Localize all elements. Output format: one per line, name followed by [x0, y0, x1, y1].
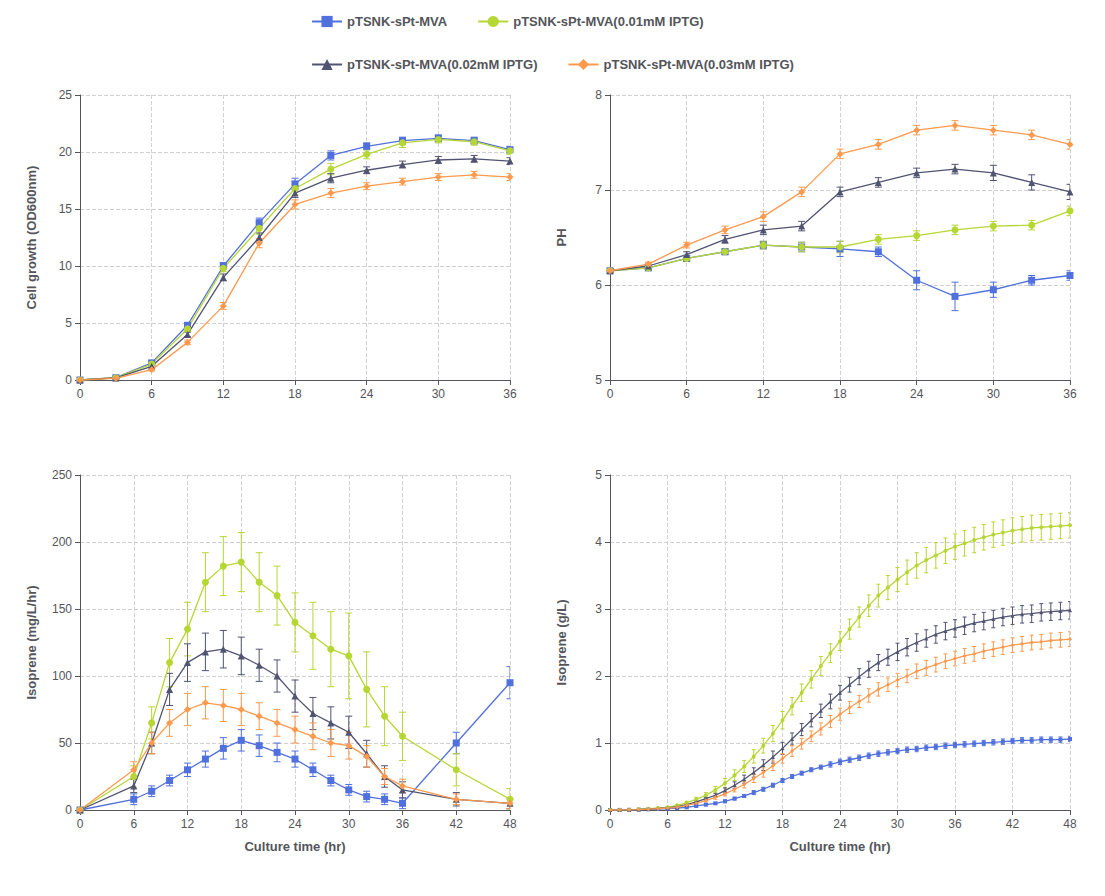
svg-text:Isoprene (mg/L/hr): Isoprene (mg/L/hr)	[24, 585, 39, 699]
svg-text:24: 24	[288, 817, 302, 831]
svg-text:6: 6	[683, 387, 690, 401]
svg-text:1: 1	[595, 736, 602, 750]
svg-text:Isoprene (g/L): Isoprene (g/L)	[554, 600, 569, 686]
svg-text:24: 24	[360, 387, 374, 401]
svg-text:24: 24	[833, 817, 847, 831]
svg-text:0: 0	[607, 817, 614, 831]
svg-text:48: 48	[1063, 817, 1077, 831]
svg-text:Cell growth (OD600nm): Cell growth (OD600nm)	[24, 166, 39, 310]
svg-text:150: 150	[52, 602, 72, 616]
svg-text:5: 5	[595, 373, 602, 387]
svg-text:12: 12	[181, 817, 195, 831]
svg-text:6: 6	[595, 278, 602, 292]
svg-text:Culture time (hr): Culture time (hr)	[244, 839, 345, 854]
svg-text:30: 30	[987, 387, 1001, 401]
svg-text:30: 30	[342, 817, 356, 831]
svg-text:6: 6	[130, 817, 137, 831]
svg-text:30: 30	[891, 817, 905, 831]
svg-text:pTSNK-sPt-MVA(0.02mM IPTG): pTSNK-sPt-MVA(0.02mM IPTG)	[347, 57, 537, 72]
svg-text:3: 3	[595, 602, 602, 616]
svg-text:12: 12	[757, 387, 771, 401]
svg-text:50: 50	[59, 736, 73, 750]
svg-text:200: 200	[52, 535, 72, 549]
svg-text:48: 48	[503, 817, 517, 831]
svg-text:0: 0	[595, 803, 602, 817]
svg-text:25: 25	[59, 88, 73, 102]
svg-text:6: 6	[664, 817, 671, 831]
svg-text:0: 0	[77, 387, 84, 401]
svg-text:18: 18	[776, 817, 790, 831]
svg-text:8: 8	[595, 88, 602, 102]
svg-text:36: 36	[1063, 387, 1077, 401]
svg-text:7: 7	[595, 183, 602, 197]
svg-text:2: 2	[595, 669, 602, 683]
svg-text:4: 4	[595, 535, 602, 549]
svg-text:42: 42	[450, 817, 464, 831]
svg-text:24: 24	[910, 387, 924, 401]
svg-text:18: 18	[833, 387, 847, 401]
svg-text:250: 250	[52, 468, 72, 482]
svg-text:pTSNK-sPt-MVA: pTSNK-sPt-MVA	[347, 14, 448, 29]
svg-text:0: 0	[77, 817, 84, 831]
svg-text:18: 18	[235, 817, 249, 831]
svg-text:0: 0	[65, 373, 72, 387]
svg-text:15: 15	[59, 202, 73, 216]
svg-text:pTSNK-sPt-MVA(0.03mM IPTG): pTSNK-sPt-MVA(0.03mM IPTG)	[604, 57, 794, 72]
svg-text:5: 5	[65, 316, 72, 330]
svg-text:36: 36	[503, 387, 517, 401]
svg-text:0: 0	[65, 803, 72, 817]
svg-text:10: 10	[59, 259, 73, 273]
svg-text:36: 36	[948, 817, 962, 831]
svg-text:20: 20	[59, 145, 73, 159]
svg-text:5: 5	[595, 468, 602, 482]
svg-text:pTSNK-sPt-MVA(0.01mM IPTG): pTSNK-sPt-MVA(0.01mM IPTG)	[513, 14, 703, 29]
svg-text:0: 0	[607, 387, 614, 401]
svg-text:36: 36	[396, 817, 410, 831]
svg-text:18: 18	[288, 387, 302, 401]
svg-text:12: 12	[718, 817, 732, 831]
svg-text:Culture time (hr): Culture time (hr)	[789, 839, 890, 854]
svg-text:100: 100	[52, 669, 72, 683]
svg-text:42: 42	[1006, 817, 1020, 831]
svg-text:12: 12	[217, 387, 231, 401]
svg-text:PH: PH	[554, 228, 569, 246]
svg-text:6: 6	[148, 387, 155, 401]
svg-text:30: 30	[432, 387, 446, 401]
